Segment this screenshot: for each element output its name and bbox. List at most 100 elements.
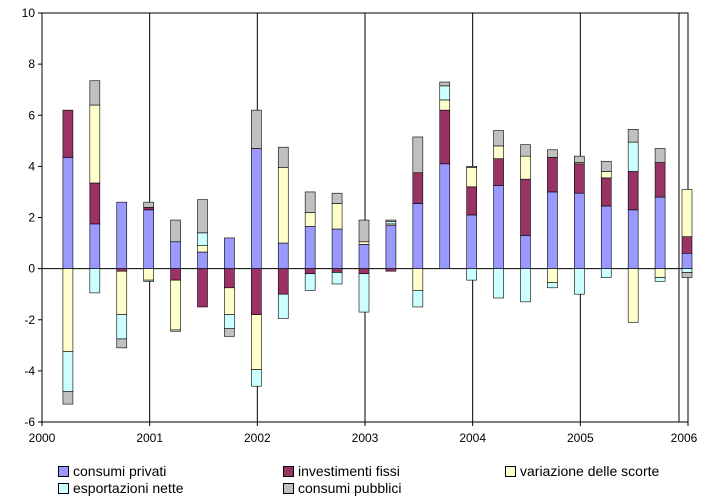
bar-segment-consumi-privati [331,228,343,269]
bar-segment-variazione-scorte [304,212,316,227]
bar-segment-variazione-scorte [493,145,504,160]
bar-segment-variazione-scorte [681,189,693,237]
y-tick-label: -4 [24,364,35,378]
bar-segment-esportazioni-nette [493,268,504,299]
bar-segment-consumi-privati [627,209,639,269]
bar-segment-variazione-scorte [224,287,235,315]
bar-segment-esportazioni-nette [412,290,424,308]
bar-segment-consumi-pubblici [304,191,316,213]
bar-segment-consumi-privati [466,214,477,269]
bar-segment-esportazioni-nette [520,268,531,303]
bar-segment-consumi-privati [654,196,666,269]
x-tick-label: 2003 [352,431,379,445]
bar-segment-esportazioni-nette [116,314,128,340]
bar-segment-investimenti-fissi [600,177,612,207]
bar-segment-consumi-pubblici [277,146,289,168]
x-tick-label: 2004 [459,431,486,445]
bar-segment-esportazioni-nette [170,329,181,332]
bar-segment-consumi-privati [547,191,558,269]
bar-segment-esportazioni-nette [358,273,370,313]
bar-segment-consumi-pubblici [681,272,693,278]
bar-segment-consumi-pubblici [493,130,504,147]
bar-segment-esportazioni-nette [277,293,289,319]
bar-segment-consumi-privati [358,244,370,269]
bar-segment-variazione-scorte [547,268,558,283]
bar-segment-esportazioni-nette [304,273,316,291]
bar-segment-consumi-pubblici [547,149,558,158]
bar-segment-variazione-scorte [654,268,666,278]
bar-segment-consumi-privati [62,157,74,269]
bar-segment-investimenti-fissi [62,109,74,158]
bar-segment-investimenti-fissi [224,268,235,289]
bar-segment-esportazioni-nette [574,268,585,295]
bar-segment-variazione-scorte [466,167,477,188]
bar-segment-investimenti-fissi [143,206,154,211]
bar-segment-investimenti-fissi [466,186,477,216]
bar-segment-esportazioni-nette [600,268,612,278]
bar-segment-investimenti-fissi [412,172,424,204]
bar-segment-consumi-privati [439,163,451,269]
bar-segment-variazione-scorte [627,268,639,323]
bar-segment-esportazioni-nette [547,282,558,289]
bar-segment-esportazioni-nette [654,277,666,282]
y-tick-label: 0 [28,262,35,276]
bar-segment-esportazioni-nette [681,268,693,273]
bar-segment-variazione-scorte [520,155,531,180]
bar-segment-investimenti-fissi [89,182,101,225]
bar-segment-consumi-pubblici [600,160,612,172]
bar-segment-investimenti-fissi [520,178,531,236]
bar-segment-variazione-scorte [412,268,424,291]
bar-segment-consumi-privati [412,203,424,269]
y-tick-label: -6 [24,415,35,429]
bar-segment-variazione-scorte [251,314,262,370]
x-tick-label: 2001 [136,431,163,445]
bar-segment-investimenti-fissi [277,268,289,295]
bar-segment-consumi-pubblici [89,80,101,106]
bar-segment-consumi-pubblici [358,219,370,243]
bar-segment-investimenti-fissi [574,163,585,194]
bar-segment-consumi-privati [385,224,397,269]
bar-segment-variazione-scorte [62,268,74,353]
bar-segment-esportazioni-nette [385,221,397,225]
bar-segment-consumi-pubblici [654,148,666,163]
bar-segment-consumi-privati [89,223,101,269]
bar-segment-esportazioni-nette [89,268,101,294]
bar-segment-consumi-privati [224,237,235,269]
bar-segment-variazione-scorte [170,279,181,331]
bar-segment-esportazioni-nette [439,85,451,101]
bar-segment-variazione-scorte [358,241,370,245]
bar-segment-consumi-pubblici [251,109,262,149]
bar-segment-consumi-privati [277,242,289,269]
bar-segment-consumi-privati [251,148,262,269]
bar-segment-esportazioni-nette [224,314,235,329]
bar-segment-consumi-pubblici [439,81,451,87]
bar-segment-consumi-privati [574,192,585,269]
bar-segment-investimenti-fissi [627,171,639,211]
bar-segment-consumi-pubblici [385,219,397,222]
bar-segment-consumi-pubblici [197,199,208,234]
bar-segment-variazione-scorte [600,171,612,179]
bar-segment-variazione-scorte [143,268,154,281]
bar-segment-variazione-scorte [277,167,289,244]
bar-segment-consumi-pubblici [62,391,74,405]
y-tick-label: 6 [28,108,35,122]
bar-segment-consumi-privati [600,205,612,269]
x-tick-label: 2006 [671,431,698,445]
y-tick-label: 8 [28,57,35,71]
bar-segment-esportazioni-nette [143,279,154,282]
bar-segment-consumi-privati [493,185,504,269]
bar-segment-investimenti-fissi [197,268,208,308]
bar-segment-consumi-privati [197,251,208,269]
bar-segment-consumi-pubblici [116,338,128,349]
bar-segment-investimenti-fissi [116,268,128,272]
bar-segment-investimenti-fissi [170,268,181,281]
bar-segment-esportazioni-nette [466,268,477,281]
bar-segment-investimenti-fissi [385,268,397,272]
bar-segment-investimenti-fissi [358,268,370,275]
bar-segment-investimenti-fissi [654,162,666,198]
bar-segment-variazione-scorte [89,104,101,184]
bar-segment-investimenti-fissi [493,158,504,186]
y-tick-label: 10 [22,6,36,20]
bar-segment-esportazioni-nette [251,369,262,387]
